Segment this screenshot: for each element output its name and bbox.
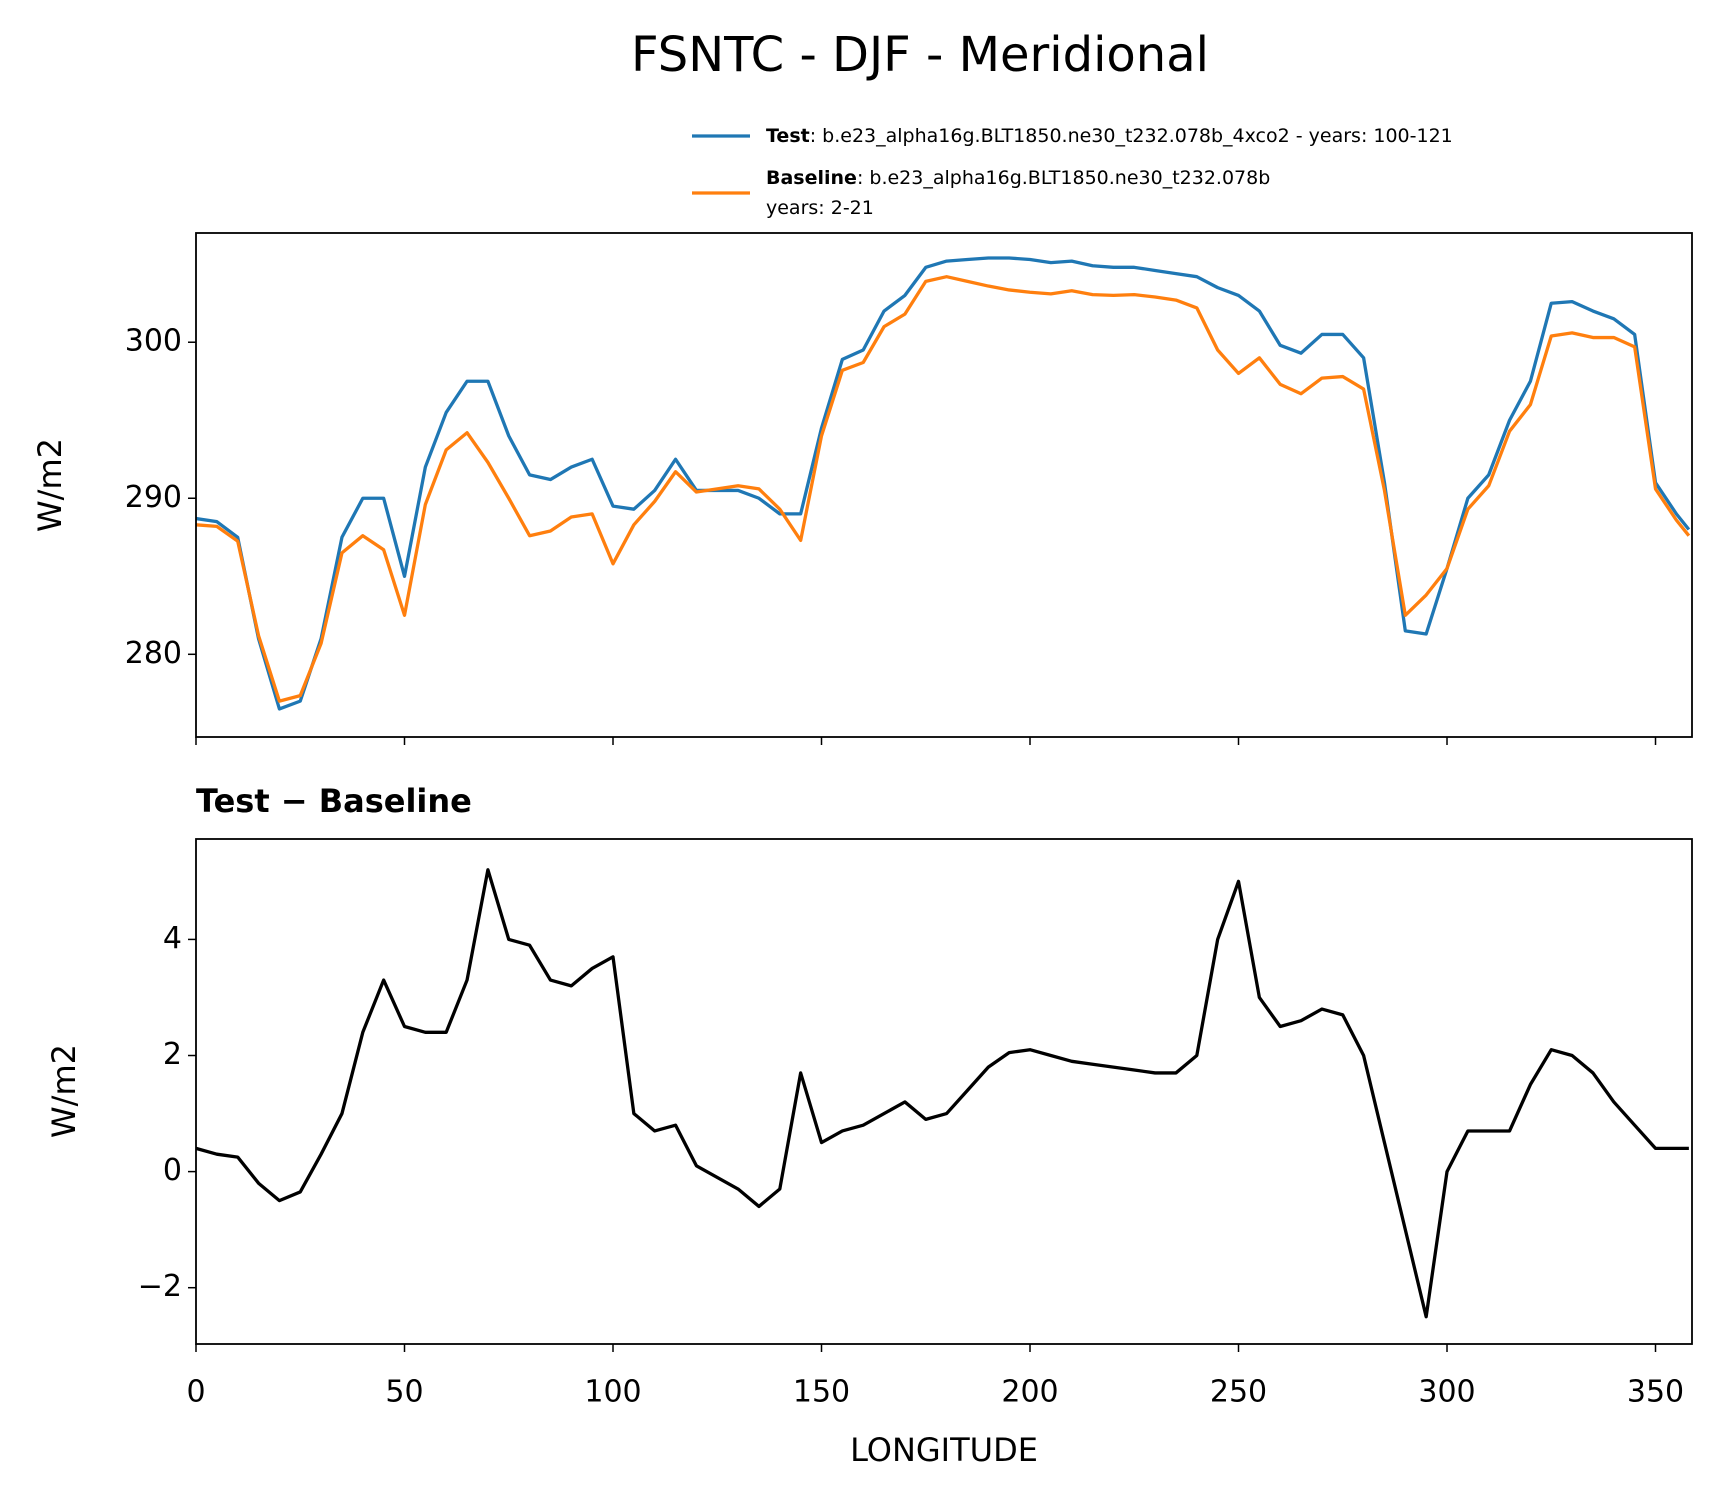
x-tick-label: 350 [1627, 1375, 1684, 1410]
figure-title: FSNTC - DJF - Meridional [631, 27, 1209, 83]
y-tick-label: 280 [125, 636, 182, 671]
legend-description: : b.e23_alpha16g.BLT1850.ne30_t232.078b_… [810, 125, 1453, 147]
x-tick-label: 200 [1001, 1375, 1058, 1410]
legend-name: Baseline [766, 167, 857, 189]
y-tick-label: −2 [138, 1269, 182, 1304]
y-axis-label: W/m2 [31, 438, 69, 532]
y-tick-label: 0 [163, 1153, 182, 1188]
y-tick-label: 2 [163, 1037, 182, 1072]
y-tick-label: 4 [163, 921, 182, 956]
y-axis-label: W/m2 [45, 1044, 83, 1138]
legend-description: years: 2-21 [766, 197, 874, 219]
x-axis-label: LONGITUDE [850, 1431, 1038, 1469]
x-tick-label: 250 [1210, 1375, 1267, 1410]
panel-title: Test − Baseline [196, 782, 472, 820]
legend-label: Test: b.e23_alpha16g.BLT1850.ne30_t232.0… [766, 125, 1453, 147]
x-tick-label: 300 [1418, 1375, 1475, 1410]
legend-label: Baseline: b.e23_alpha16g.BLT1850.ne30_t2… [766, 167, 1270, 219]
axes-frame [195, 232, 1693, 738]
x-tick-label: 50 [385, 1375, 423, 1410]
x-tick-label: 150 [793, 1375, 850, 1410]
legend-name: Test [766, 125, 810, 147]
axes-frame [195, 838, 1693, 1345]
x-tick-label: 0 [186, 1375, 205, 1410]
y-tick-label: 290 [125, 480, 182, 515]
legend-description: : b.e23_alpha16g.BLT1850.ne30_t232.078b [857, 167, 1270, 189]
y-tick-label: 300 [125, 324, 182, 359]
line [196, 275, 1691, 703]
x-tick-label: 100 [584, 1375, 641, 1410]
line [196, 868, 1689, 1319]
